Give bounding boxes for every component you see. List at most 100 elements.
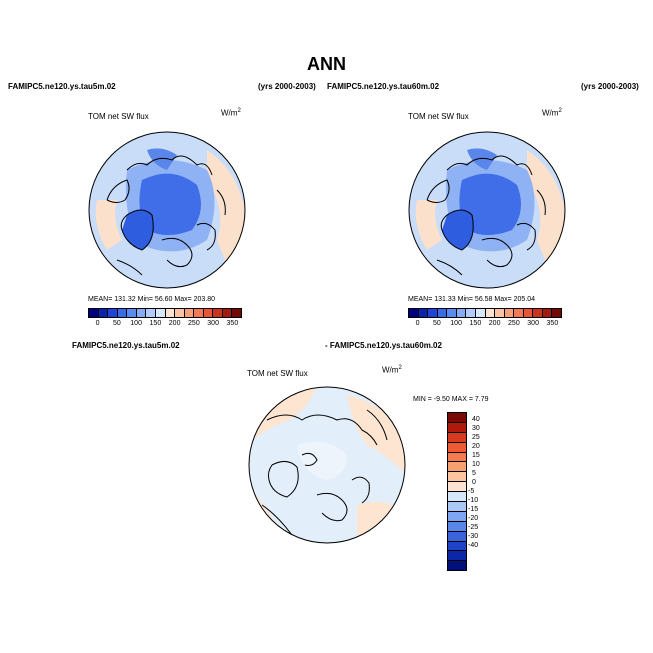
panel1-colorbar-tick-label: 300 bbox=[207, 320, 219, 327]
panel2-colorbar-swatch bbox=[485, 309, 496, 317]
diff-colorbar-swatch bbox=[448, 551, 466, 562]
diff-colorbar-label: -5 bbox=[468, 488, 475, 495]
panel1-colorbar-tick-label: 150 bbox=[149, 320, 162, 327]
diff-colorbar-label: -15 bbox=[468, 506, 479, 513]
panel1-colorbar-swatch bbox=[184, 309, 195, 317]
diff-colorbar-swatch bbox=[448, 492, 466, 503]
diff-colorbar-swatch bbox=[448, 462, 466, 473]
panel2-colorbar-swatch bbox=[504, 309, 515, 317]
panel2-units: W/m2 bbox=[542, 108, 562, 118]
panel2-colorbar-swatch bbox=[447, 309, 457, 317]
diff-colorbar-swatch bbox=[448, 452, 466, 463]
panel2-stats: MEAN= 131.33 Min= 56.58 Max= 205.04 bbox=[408, 296, 536, 303]
panel1-colorbar-tick-label: 200 bbox=[168, 320, 181, 327]
panel2-colorbar-tick-label: 150 bbox=[469, 320, 482, 327]
panel1-polar-map bbox=[88, 131, 246, 289]
panel2-colorbar-swatch bbox=[495, 309, 505, 317]
panel1-colorbar-swatch bbox=[213, 309, 223, 317]
diff-variable-label: TOM net SW flux bbox=[247, 369, 308, 378]
panel2-colorbar-tick-label: 350 bbox=[546, 320, 559, 327]
panel2-colorbar-swatch bbox=[542, 309, 553, 317]
diff-colorbar-labels: 40 30 25 20 15 10 5 0 -5 -10 -15 -20 -25 -30 -40 bbox=[468, 412, 498, 557]
panel2-colorbar-swatch bbox=[523, 309, 534, 317]
panel1-colorbar-swatch bbox=[136, 309, 147, 317]
diff-colorbar-swatch bbox=[448, 561, 466, 571]
panel1-colorbar-swatch bbox=[89, 309, 99, 317]
panel1-colorbar-tick-label: 250 bbox=[188, 320, 200, 327]
panel2-colorbar-tick-label: 100 bbox=[450, 320, 462, 327]
panel1-units: W/m2 bbox=[221, 108, 241, 118]
panel2-polar-map bbox=[408, 131, 566, 289]
diff-colorbar-swatch bbox=[448, 531, 466, 542]
panel2-colorbar-swatch bbox=[456, 309, 467, 317]
diff-case-b: - FAMIPC5.ne120.ys.tau60m.02 bbox=[325, 341, 442, 350]
panel2-colorbar-swatch bbox=[552, 309, 561, 317]
diff-colorbar-label: 5 bbox=[472, 470, 476, 477]
panel2-colorbar-swatch bbox=[475, 309, 486, 317]
panel1-case-name: FAMIPC5.ne120.ys.tau5m.02 bbox=[8, 82, 116, 91]
diff-colorbar-swatch bbox=[448, 413, 466, 423]
panel1-stats: MEAN= 131.32 Min= 56.60 Max= 203.80 bbox=[88, 296, 216, 303]
diff-colorbar-swatch bbox=[448, 482, 466, 493]
diff-colorbar-label: 40 bbox=[472, 416, 480, 423]
diff-units: W/m2 bbox=[382, 365, 402, 375]
panel2-colorbar-swatch bbox=[437, 309, 448, 317]
panel1-colorbar-tick-label: 50 bbox=[112, 320, 121, 327]
panel1-colorbar-swatch bbox=[108, 309, 118, 317]
diff-colorbar-swatch bbox=[448, 511, 466, 522]
panel2-colorbar-swatch bbox=[409, 309, 419, 317]
diff-colorbar-label: -10 bbox=[468, 497, 479, 504]
diff-colorbar-label: -25 bbox=[468, 524, 479, 531]
diff-colorbar-swatch bbox=[448, 422, 466, 433]
panel1-colorbar-swatch bbox=[117, 309, 128, 317]
diff-minmax: MIN = -9.50 MAX = 7.79 bbox=[413, 396, 489, 403]
diff-colorbar-swatch bbox=[448, 502, 466, 512]
panel2-colorbar-swatch bbox=[533, 309, 543, 317]
panel1-colorbar-swatch bbox=[175, 309, 185, 317]
panel1-colorbar-swatch bbox=[232, 309, 241, 317]
diff-colorbar-label: -40 bbox=[468, 542, 479, 549]
panel1-colorbar-tick-label: 350 bbox=[226, 320, 239, 327]
diff-colorbar-label: -20 bbox=[468, 515, 479, 522]
panel1-colorbar-tick-label: 100 bbox=[130, 320, 142, 327]
panel2-case-name: FAMIPC5.ne120.ys.tau60m.02 bbox=[327, 82, 440, 91]
panel2-colorbar-swatch bbox=[428, 309, 438, 317]
panel1-colorbar-swatch bbox=[98, 309, 109, 317]
panel2-colorbar-tick-label: 50 bbox=[432, 320, 441, 327]
diff-colorbar-label: 10 bbox=[472, 461, 480, 468]
diff-colorbar-label: 25 bbox=[472, 434, 480, 441]
diff-colorbar-swatch bbox=[448, 432, 466, 443]
panel1-variable-label: TOM net SW flux bbox=[88, 112, 149, 121]
diff-colorbar-label: 0 bbox=[472, 479, 476, 486]
panel1-years: (yrs 2000-2003) bbox=[258, 82, 316, 91]
panel2-colorbar-swatch bbox=[514, 309, 524, 317]
panel2-colorbar-swatch bbox=[418, 309, 429, 317]
diff-colorbar-swatch bbox=[448, 521, 466, 532]
panel2-colorbar: 0 50 100 150 200 250 300 350 bbox=[408, 308, 562, 328]
diff-colorbar-label: 30 bbox=[472, 425, 480, 432]
panel1-colorbar-tick-label: 0 bbox=[95, 320, 100, 327]
panel2-variable-label: TOM net SW flux bbox=[408, 112, 469, 121]
panel2-colorbar-swatch bbox=[466, 309, 476, 317]
panel2-years: (yrs 2000-2003) bbox=[581, 82, 639, 91]
panel1-colorbar-swatch bbox=[194, 309, 204, 317]
panel2-colorbar-tick-label: 250 bbox=[508, 320, 520, 327]
panel2-colorbar-tick-label: 300 bbox=[527, 320, 539, 327]
panel1-colorbar: 0 50 100 150 200 250 300 350 bbox=[88, 308, 242, 328]
diff-colorbar-swatch bbox=[448, 541, 466, 552]
diff-colorbar-label: -30 bbox=[468, 533, 479, 540]
panel2-colorbar-tick-label: 0 bbox=[415, 320, 420, 327]
diff-colorbar-label: 15 bbox=[472, 452, 480, 459]
panel1-colorbar-swatch bbox=[127, 309, 137, 317]
panel2-colorbar-tick-label: 200 bbox=[488, 320, 501, 327]
panel1-colorbar-swatch bbox=[203, 309, 214, 317]
panel1-colorbar-swatch bbox=[222, 309, 233, 317]
diff-case-a: FAMIPC5.ne120.ys.tau5m.02 bbox=[72, 341, 180, 350]
page-title: ANN bbox=[307, 54, 346, 74]
panel1-colorbar-swatch bbox=[165, 309, 176, 317]
diff-colorbar bbox=[447, 412, 467, 572]
panel1-colorbar-swatch bbox=[155, 309, 166, 317]
diff-colorbar-swatch bbox=[448, 472, 466, 483]
diff-colorbar-label: 20 bbox=[472, 443, 480, 450]
diff-colorbar-swatch bbox=[448, 442, 466, 453]
